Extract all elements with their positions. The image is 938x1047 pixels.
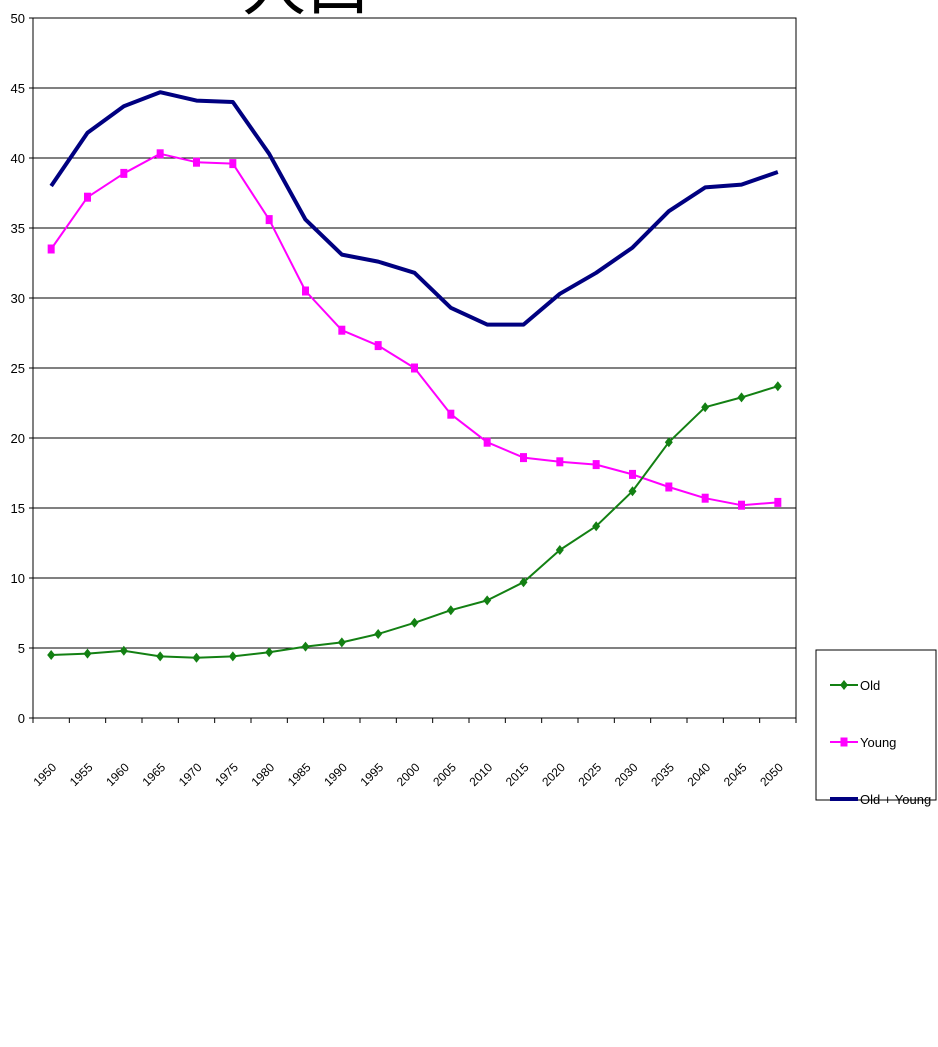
x-tick-label: 1970 [176,760,205,789]
legend-label: Old [860,678,880,693]
x-tick-label: 2050 [757,760,786,789]
data-point [773,381,782,392]
data-point [520,453,527,463]
x-tick-label: 1975 [212,760,241,789]
series-old [47,381,782,663]
x-tick-label: 1960 [103,760,132,789]
y-tick-label: 25 [11,361,25,376]
y-tick-label: 40 [11,151,25,166]
data-point [192,652,201,663]
data-point [738,500,745,510]
series-line [49,90,779,327]
data-point [665,482,673,492]
x-tick-label: 1980 [249,760,278,789]
data-point [701,493,709,503]
x-tick-label: 1985 [285,760,314,789]
data-point [556,457,564,467]
y-tick-label: 5 [18,641,25,656]
data-point [592,521,601,532]
data-point [701,402,710,413]
x-tick-label: 2045 [721,760,750,789]
data-point [47,650,56,660]
data-point [47,244,55,254]
data-point [229,159,237,169]
y-axis-ticks: 0 5 10 15 20 25 30 35 40 45 50 [11,11,33,726]
x-tick-label: 2005 [430,760,459,789]
data-point [265,647,274,658]
data-point [374,629,383,639]
data-point [519,577,528,588]
x-tick-label: 2030 [612,760,641,789]
y-tick-label: 50 [11,11,25,26]
y-tick-label: 35 [11,221,25,236]
data-point [664,437,673,448]
legend: Old Young Old + Young [815,649,937,807]
x-tick-label: 1955 [67,760,96,789]
data-point [119,645,128,656]
data-point [302,286,309,296]
data-point [338,325,346,335]
x-tick-label: 2020 [539,760,568,789]
chart-title-fragment: 人口 [242,0,370,24]
data-point [629,469,636,479]
data-point [84,192,91,202]
x-tick-label: 1950 [31,760,60,789]
y-tick-label: 15 [11,501,25,516]
series-line [51,385,779,659]
legend-marker [840,737,848,747]
data-point [265,215,273,225]
data-point [483,595,492,606]
data-point [555,545,564,555]
x-tick-label: 1965 [140,760,169,789]
y-tick-label: 20 [11,431,25,446]
x-tick-label: 2015 [503,760,532,789]
series-old-young [49,90,779,327]
data-point [156,149,164,159]
legend-item: Old + Young [830,792,931,807]
series-young [47,149,782,510]
legend-marker [840,680,848,690]
data-point [737,392,746,403]
x-tick-label: 2000 [394,760,423,789]
y-tick-label: 30 [11,291,25,306]
series-line [50,152,778,507]
data-point [446,605,455,616]
x-tick-label: 2010 [467,760,496,789]
data-point [228,651,237,662]
x-tick-label: 1995 [358,760,387,789]
x-tick-label: 1990 [321,760,350,789]
y-tick-label: 10 [11,571,25,586]
y-tick-label: 45 [11,81,25,96]
legend-label: Old + Young [860,792,931,807]
legend-item: Old [830,678,880,693]
data-point [193,157,200,167]
data-point [120,168,128,178]
data-point [410,617,419,628]
series-layer [47,90,782,663]
data-point [628,486,637,497]
x-tick-label: 2040 [685,760,714,789]
x-tick-label: 2035 [648,760,677,789]
data-point [301,641,310,652]
data-point [592,460,600,470]
data-point [374,341,382,351]
data-point [83,648,92,659]
data-point [447,409,455,419]
legend-box [815,649,937,801]
y-tick-label: 0 [18,711,25,726]
x-tick-label: 2025 [576,760,605,789]
legend-items: Old Young Old + Young [830,678,931,807]
legend-label: Young [860,735,896,750]
data-point [156,651,165,662]
legend-item: Young [830,735,896,750]
data-point [483,437,491,447]
x-axis-ticks: 1950 1955 1960 1965 1970 1975 1980 1985 1990 1995… [31,718,797,789]
data-point [411,363,418,373]
data-point [337,637,346,648]
data-point [774,497,782,507]
